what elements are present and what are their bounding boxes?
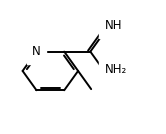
Text: N: N <box>32 45 41 58</box>
Text: NH: NH <box>105 19 123 32</box>
Text: NH₂: NH₂ <box>105 63 127 76</box>
